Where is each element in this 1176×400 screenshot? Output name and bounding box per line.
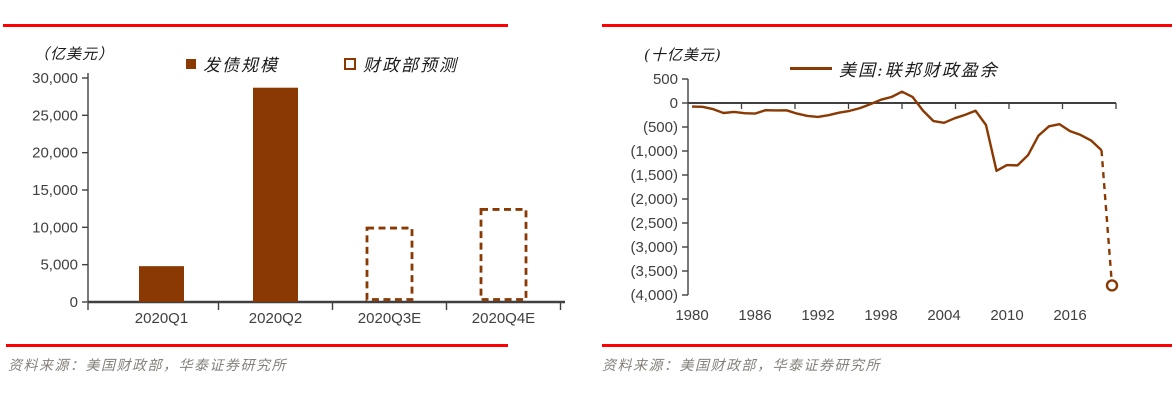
svg-text:(2,500): (2,500) (630, 215, 678, 232)
bottom-rule (602, 344, 1172, 347)
bottom-rule (6, 344, 508, 347)
source-note: 资料来源：美国财政部，华泰证券研究所 (8, 358, 287, 374)
svg-text:2020Q3E: 2020Q3E (358, 310, 421, 327)
svg-text:30,000: 30,000 (32, 70, 78, 87)
svg-text:1992: 1992 (801, 307, 834, 324)
legend-item-treasury-forecast: 财政部预测 (344, 51, 458, 76)
y-axis-unit-label: （亿美元） (34, 45, 115, 63)
svg-text:10,000: 10,000 (32, 219, 78, 236)
top-rule (602, 24, 1172, 27)
svg-text:(2,000): (2,000) (630, 191, 678, 208)
svg-text:20,000: 20,000 (32, 145, 78, 162)
svg-text:2004: 2004 (927, 307, 960, 324)
svg-text:2020Q2: 2020Q2 (249, 310, 302, 327)
legend-marker-line (790, 67, 832, 70)
legend-label: 财政部预测 (363, 56, 458, 76)
legend-marker-solid-square (186, 58, 196, 69)
right-chart-panel: (十亿美元) 美国:联邦财政盈余 500 0 (500) (1,000) (1,500)… (588, 0, 1176, 400)
svg-text:(1,500): (1,500) (630, 167, 678, 184)
left-chart-panel: （亿美元） 发债规模 财政部预测 0 5,000 10,000 15,000 20,00… (3, 24, 565, 374)
legend-marker-dashed-square (344, 57, 356, 70)
svg-text:15,000: 15,000 (32, 182, 78, 199)
legend-label: 美国:联邦财政盈余 (839, 61, 999, 81)
svg-text:(1,000): (1,000) (630, 143, 678, 160)
legend-item-fiscal-balance: 美国:联邦财政盈余 (790, 56, 999, 81)
svg-text:0: 0 (70, 294, 78, 311)
svg-text:500: 500 (653, 71, 678, 88)
svg-text:25,000: 25,000 (32, 107, 78, 124)
svg-text:5,000: 5,000 (40, 257, 78, 274)
svg-text:2020Q1: 2020Q1 (135, 310, 188, 327)
fiscal-balance-line-chart: 500 0 (500) (1,000) (1,500) (2,000) (2,500) (3,… (630, 71, 1119, 324)
svg-text:2016: 2016 (1053, 307, 1086, 324)
svg-text:(500): (500) (643, 119, 678, 136)
svg-text:1980: 1980 (675, 307, 708, 324)
svg-text:2020Q4E: 2020Q4E (472, 310, 535, 327)
svg-text:1986: 1986 (738, 307, 771, 324)
svg-text:(4,000): (4,000) (630, 287, 678, 304)
svg-text:2010: 2010 (990, 307, 1023, 324)
svg-text:0: 0 (670, 95, 678, 112)
y-axis-unit-label: (十亿美元) (644, 46, 722, 64)
svg-text:(3,000): (3,000) (630, 239, 678, 256)
source-note: 资料来源：美国财政部，华泰证券研究所 (602, 358, 881, 374)
bond-issuance-bar-chart: 0 5,000 10,000 15,000 20,000 25,000 30,000 2020… (32, 70, 565, 327)
legend-item-issuance: 发债规模 (186, 51, 279, 76)
legend-label: 发债规模 (203, 56, 279, 76)
svg-text:(3,500): (3,500) (630, 263, 678, 280)
svg-text:1998: 1998 (864, 307, 897, 324)
top-rule (3, 24, 508, 27)
